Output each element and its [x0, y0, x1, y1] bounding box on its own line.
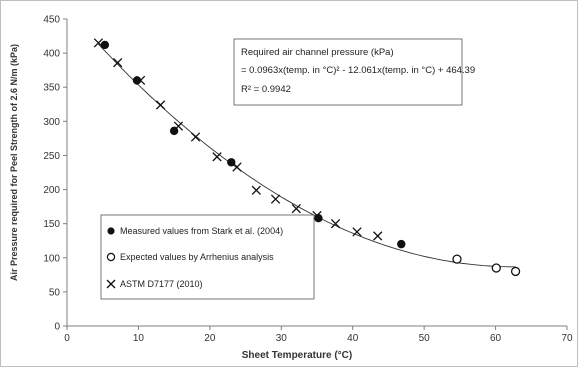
- measured-point: [100, 40, 110, 50]
- legend-filled-circle-icon: [107, 227, 115, 235]
- legend-item-astm: ASTM D7177 (2010): [120, 279, 203, 289]
- y-tick-label: 200: [43, 185, 60, 196]
- x-tick-label: 30: [276, 333, 288, 344]
- astm-point: [113, 58, 123, 68]
- x-tick-label: 20: [204, 333, 216, 344]
- measured-point: [227, 158, 236, 167]
- astm-point: [212, 152, 222, 162]
- axes: 0 50 100 150 200 250 300 350 400 450 0 10 20 30 40 50 60…: [43, 15, 573, 345]
- astm-point: [251, 185, 261, 195]
- equation-box: [233, 38, 463, 106]
- y-tick-label: 350: [43, 83, 60, 94]
- y-tick-label: 300: [43, 117, 60, 128]
- measured-point: [314, 214, 323, 223]
- astm-point: [270, 194, 281, 204]
- legend-item-expected: Expected values by Arrhenius analysis: [120, 252, 274, 262]
- x-tick-label: 10: [133, 333, 145, 344]
- y-tick-label: 100: [43, 253, 60, 264]
- measured-point: [397, 239, 406, 249]
- y-tick-label: 450: [43, 15, 60, 26]
- legend-item-measured: Measured values from Stark et al. (2004): [120, 226, 283, 236]
- y-tick-label: 400: [43, 49, 60, 60]
- y-tick-label: 150: [43, 219, 60, 230]
- y-tick-label: 50: [49, 287, 61, 298]
- astm-point: [190, 132, 201, 142]
- x-tick-label: 70: [561, 333, 573, 344]
- equation-annotation: Required air channel pressure (kPa) = 0.…: [233, 38, 475, 106]
- expected-point: [452, 254, 462, 264]
- polynomial-trendline: [98, 43, 516, 268]
- astm-point: [352, 227, 362, 237]
- y-axis-title: Air Pressure required for Peel Strength …: [9, 44, 19, 281]
- astm-point: [373, 231, 383, 241]
- equation-line-1: Required air channel pressure (kPa): [241, 47, 394, 58]
- equation-line-3: R² = 0.9942: [241, 84, 291, 95]
- astm-point: [330, 219, 341, 229]
- expected-point: [510, 266, 521, 277]
- x-tick-label: 40: [347, 333, 359, 344]
- equation-line-2: = 0.0963x(temp. in °C)² - 12.061x(temp. …: [241, 65, 475, 76]
- y-tick-label: 250: [43, 151, 60, 162]
- y-tick-label: 0: [54, 322, 60, 333]
- expected-point: [491, 263, 501, 273]
- x-tick-label: 0: [64, 333, 70, 344]
- legend-x-marker-icon: [106, 279, 116, 289]
- astm-point: [93, 38, 104, 48]
- astm-point: [232, 162, 242, 172]
- astm-point: [291, 203, 301, 214]
- astm-point: [155, 100, 166, 110]
- astm-point: [135, 75, 146, 86]
- x-tick-label: 60: [490, 333, 502, 344]
- data-marks: [93, 38, 521, 277]
- x-axis-title: Sheet Temperature (°C): [242, 350, 353, 361]
- legend-box: [100, 214, 315, 300]
- astm-point: [173, 121, 184, 131]
- x-tick-label: 50: [419, 333, 431, 344]
- legend-open-circle-icon: [106, 252, 116, 262]
- legend: Measured values from Stark et al. (2004)…: [100, 214, 315, 300]
- trendline-group: [98, 43, 516, 268]
